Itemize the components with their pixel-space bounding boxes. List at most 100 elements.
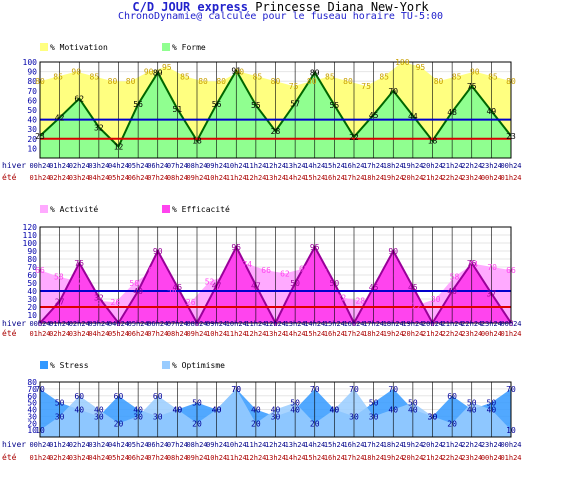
stress-data-label: 40 <box>467 406 477 415</box>
hiver-tick-label: 16h24 <box>343 162 364 170</box>
activite-data-label: 22 <box>412 301 422 310</box>
ete-tick-label: 16h24 <box>324 454 345 462</box>
activite-data-label: 32 <box>374 293 384 302</box>
y-tick-label: 100 <box>23 58 38 67</box>
motivation-data-label: 75 <box>289 82 299 91</box>
stress-data-label: 40 <box>133 406 143 415</box>
y-tick-label: 10 <box>27 144 37 153</box>
ete-tick-label: 09h24 <box>186 454 207 462</box>
ete-tick-label: 19h24 <box>383 330 404 338</box>
hiver-tick-label: 05h24 <box>128 441 149 449</box>
activite-data-label: 70 <box>487 263 497 272</box>
forme-data-label: 89 <box>310 69 320 78</box>
forme-data-label: 23 <box>506 132 516 141</box>
y-tick-label: 10 <box>27 426 37 435</box>
forme-data-label: 18 <box>192 137 202 146</box>
stress-data-label: 30 <box>94 412 104 421</box>
ete-tick-label: 21h24 <box>422 330 443 338</box>
hiver-tick-label: 09h24 <box>206 441 227 449</box>
forme-data-label: 55 <box>330 101 340 110</box>
activite-data-label: 64 <box>318 268 328 277</box>
activite-data-label: 32 <box>337 293 347 302</box>
y-tick-label: 60 <box>27 271 37 280</box>
hiver-tick-label: 02h24 <box>69 441 90 449</box>
efficacite-data-label: 50 <box>330 279 340 288</box>
optimisme-data-label: 10 <box>35 426 45 435</box>
ete-tick-label: 23h24 <box>461 454 482 462</box>
forme-data-label: 49 <box>487 107 497 116</box>
efficacite-data-label: 45 <box>173 283 183 292</box>
ete-tick-label: 06h24 <box>128 174 149 182</box>
activite-data-label: 60 <box>393 271 403 280</box>
stress-data-label: 50 <box>487 399 497 408</box>
hiver-tick-label: 15h24 <box>324 441 345 449</box>
efficacite-data-label: 27 <box>55 297 65 306</box>
efficacite-data-label: 75 <box>467 259 477 268</box>
ete-tick-label: 17h24 <box>343 330 364 338</box>
hiver-tick-label: 03h24 <box>88 162 109 170</box>
stress-data-label: 70 <box>35 385 45 394</box>
ete-tick-label: 11h24 <box>226 174 247 182</box>
ete-tick-label: 01h24 <box>500 330 521 338</box>
efficacite-data-label: 0 <box>38 319 43 328</box>
efficacite-data-label: 50 <box>290 279 300 288</box>
hiver-tick-label: 11h24 <box>245 162 266 170</box>
hiver-tick-label: 17h24 <box>363 320 384 328</box>
hiver-tick-label: 20h24 <box>422 441 443 449</box>
motivation-data-label: 85 <box>325 72 335 81</box>
activite-data-label: 66 <box>506 266 516 275</box>
ete-tick-label: 10h24 <box>206 454 227 462</box>
y-tick-label: 20 <box>27 303 37 312</box>
optimisme-data-label: 30 <box>133 412 143 421</box>
motivation-data-label: 80 <box>434 77 444 86</box>
y-tick-label: 10 <box>27 311 37 320</box>
forme-data-label: 32 <box>94 123 104 132</box>
stress-data-label: 70 <box>388 385 398 394</box>
hiver-tick-label: 03h24 <box>88 320 109 328</box>
motivation-data-label: 85 <box>180 72 190 81</box>
hiver-tick-label: 04h24 <box>108 441 129 449</box>
activite-data-label: 52 <box>73 277 83 286</box>
ete-tick-label: 21h24 <box>422 454 443 462</box>
ete-tick-label: 01h24 <box>29 330 50 338</box>
optimisme-data-label: 70 <box>231 385 241 394</box>
hiver-tick-label: 18h24 <box>383 441 404 449</box>
ete-tick-label: 04h24 <box>88 174 109 182</box>
hiver-tick-label: 19h24 <box>402 320 423 328</box>
stress-data-label: 70 <box>506 385 516 394</box>
ete-tick-label: 08h24 <box>167 330 188 338</box>
plot-frame <box>39 61 512 159</box>
hiver-tick-label: 17h24 <box>363 441 384 449</box>
motivation-data-label: 75 <box>361 82 371 91</box>
ete-tick-label: 12h24 <box>245 174 266 182</box>
ete-tick-label: 19h24 <box>383 454 404 462</box>
hiver-tick-label: 00h24 <box>500 441 521 449</box>
hiver-tick-label: 13h24 <box>285 320 306 328</box>
ete-tick-label: 18h24 <box>363 174 384 182</box>
hiver-tick-label: 15h24 <box>324 162 345 170</box>
hiver-tick-label: 00h24 <box>29 162 50 170</box>
y-tick-label: 50 <box>27 279 37 288</box>
optimisme-legend-label: % Optimisme <box>172 361 225 370</box>
hiver-tick-label: 13h24 <box>285 162 306 170</box>
ete-tick-label: 01h24 <box>500 454 521 462</box>
motivation-data-label: 80 <box>198 77 208 86</box>
hiver-tick-label: 17h24 <box>363 162 384 170</box>
hiver-tick-label: 06h24 <box>147 441 168 449</box>
optimisme-data-label: 70 <box>349 385 359 394</box>
ete-tick-label: 05h24 <box>108 174 129 182</box>
hiver-tick-label: 02h24 <box>69 162 90 170</box>
ete-tick-label: 03h24 <box>69 174 90 182</box>
efficacite-data-label: 95 <box>231 243 241 252</box>
activite-legend-swatch <box>40 205 48 213</box>
ete-tick-label: 13h24 <box>265 454 286 462</box>
motivation-data-label: 95 <box>162 63 172 72</box>
ete-tick-label: 17h24 <box>343 454 364 462</box>
y-tick-label: 60 <box>27 392 37 401</box>
stress-data-label: 50 <box>55 399 65 408</box>
optimisme-legend-swatch <box>162 361 170 369</box>
activite-data-label: 62 <box>280 269 290 278</box>
motivation-data-label: 80 <box>35 77 45 86</box>
motivation-data-label: 80 <box>506 77 516 86</box>
forme-data-label: 56 <box>133 100 143 109</box>
